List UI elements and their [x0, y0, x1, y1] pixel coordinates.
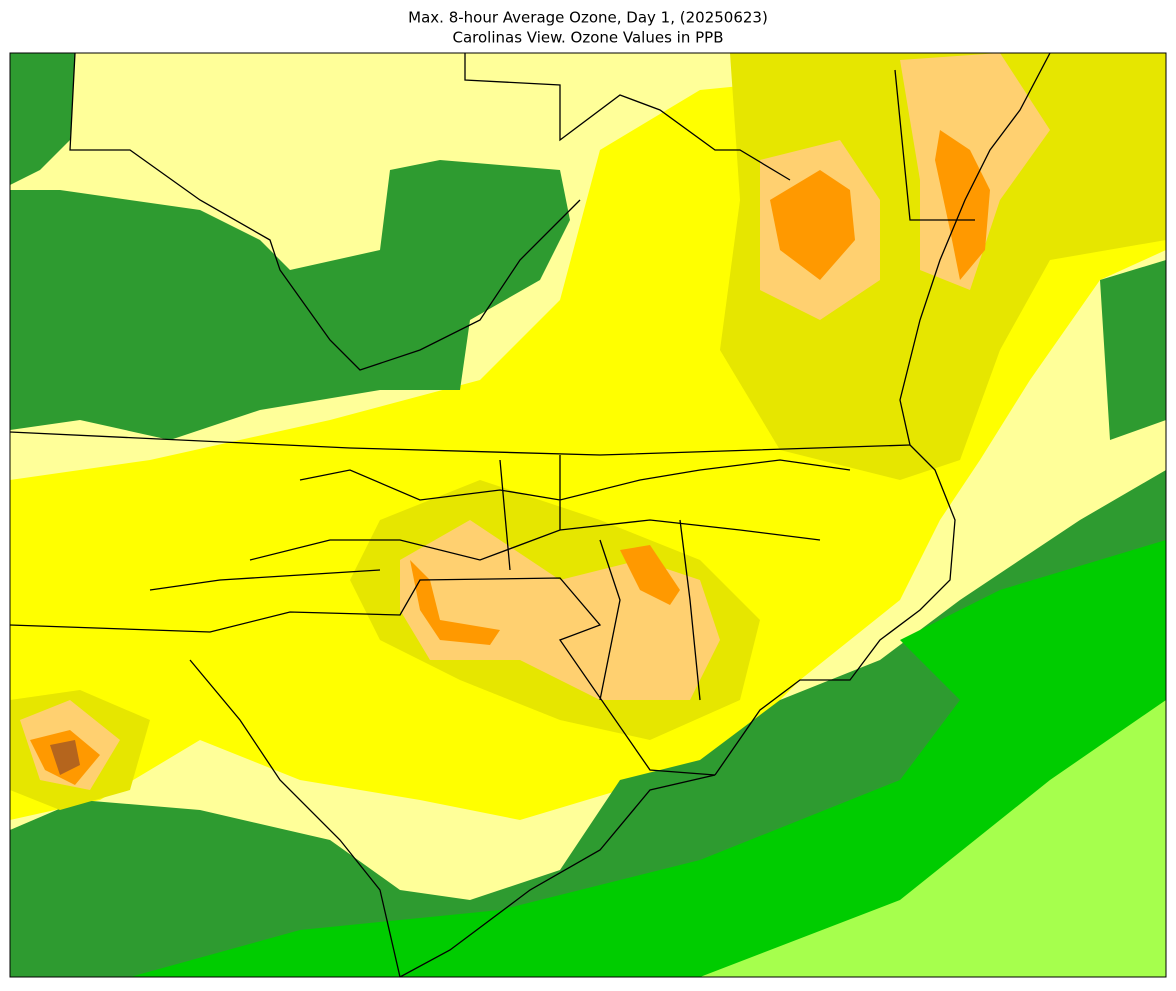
map-subtitle: Carolinas View. Ozone Values in PPB: [452, 29, 723, 47]
ozone-contours: [10, 53, 1166, 977]
map-title: Max. 8-hour Average Ozone, Day 1, (20250…: [408, 9, 768, 27]
map-frame: [9, 52, 1167, 978]
